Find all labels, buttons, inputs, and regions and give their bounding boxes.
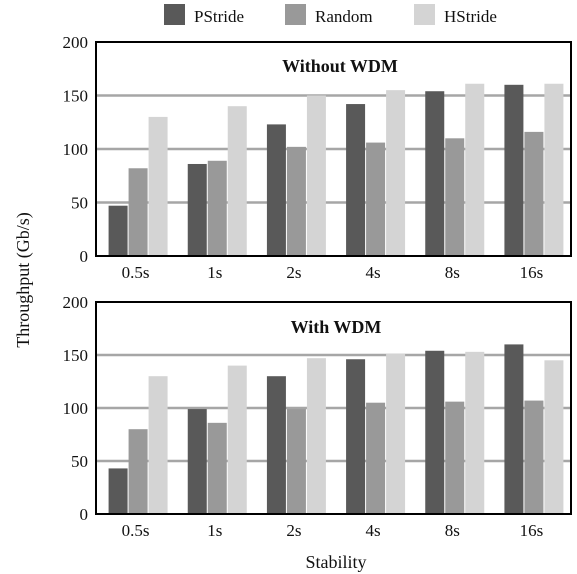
x-tick-label: 0.5s bbox=[122, 521, 150, 540]
x-tick-label: 16s bbox=[520, 263, 544, 282]
panel-title-without-wdm: Without WDM bbox=[282, 56, 398, 76]
bar-random-0_5s bbox=[128, 429, 148, 514]
bar-pstride-2s bbox=[266, 376, 286, 514]
bar-pstride-16s bbox=[504, 344, 524, 514]
bar-hstride-8s bbox=[465, 351, 485, 514]
bar-random-16s bbox=[524, 131, 544, 256]
x-tick-label: 4s bbox=[366, 263, 381, 282]
bar-pstride-4s bbox=[346, 359, 366, 514]
x-tick-label: 16s bbox=[520, 521, 544, 540]
bar-hstride-0_5s bbox=[148, 376, 168, 514]
bar-hstride-4s bbox=[386, 353, 406, 514]
plot-frame bbox=[95, 41, 572, 257]
x-tick-label: 8s bbox=[445, 263, 460, 282]
x-tick-label: 1s bbox=[207, 521, 222, 540]
bar-pstride-8s bbox=[425, 91, 445, 256]
bar-pstride-8s bbox=[425, 350, 445, 514]
bar-pstride-16s bbox=[504, 84, 524, 256]
legend: PStride Random HStride bbox=[164, 4, 497, 26]
bar-hstride-16s bbox=[544, 83, 564, 256]
bar-hstride-4s bbox=[386, 90, 406, 257]
legend-label-pstride: PStride bbox=[194, 7, 244, 26]
legend-label-hstride: HStride bbox=[444, 7, 497, 26]
bar-random-4s bbox=[366, 402, 386, 514]
bar-hstride-1s bbox=[227, 365, 247, 514]
y-tick-label: 50 bbox=[71, 194, 88, 213]
bar-random-2s bbox=[286, 146, 306, 256]
x-tick-label: 2s bbox=[286, 263, 301, 282]
x-tick-label: 2s bbox=[286, 521, 301, 540]
bar-hstride-1s bbox=[227, 106, 247, 256]
x-tick-label: 4s bbox=[366, 521, 381, 540]
bar-pstride-2s bbox=[266, 124, 286, 256]
bar-hstride-16s bbox=[544, 360, 564, 514]
y-tick-label: 150 bbox=[63, 346, 89, 365]
legend-swatch-pstride bbox=[164, 4, 185, 25]
bar-random-8s bbox=[445, 401, 465, 514]
bar-pstride-1s bbox=[187, 163, 207, 256]
panel-with-wdm: With WDM 0.5s 1s 2s 4s 8s 16s 0 50 100 150 200 bbox=[63, 293, 572, 540]
y-tick-label: 200 bbox=[63, 33, 89, 52]
legend-swatch-hstride bbox=[414, 4, 435, 25]
x-tick-label: 1s bbox=[207, 263, 222, 282]
x-tick-label: 8s bbox=[445, 521, 460, 540]
bar-random-1s bbox=[207, 160, 227, 256]
legend-swatch-random bbox=[285, 4, 306, 25]
y-tick-label: 0 bbox=[80, 505, 89, 524]
bar-random-16s bbox=[524, 400, 544, 514]
y-tick-label: 100 bbox=[63, 140, 89, 159]
bar-pstride-1s bbox=[187, 409, 207, 514]
bar-random-1s bbox=[207, 422, 227, 514]
bar-random-2s bbox=[286, 409, 306, 514]
panel-title-with-wdm: With WDM bbox=[291, 317, 382, 337]
y-tick-label: 50 bbox=[71, 452, 88, 471]
legend-label-random: Random bbox=[315, 7, 373, 26]
bar-hstride-8s bbox=[465, 83, 485, 256]
x-tick-label: 0.5s bbox=[122, 263, 150, 282]
y-tick-label: 100 bbox=[63, 399, 89, 418]
y-tick-label: 150 bbox=[63, 87, 89, 106]
bar-hstride-2s bbox=[306, 95, 326, 256]
bar-random-0_5s bbox=[128, 168, 148, 256]
plot-frame bbox=[95, 301, 572, 515]
y-tick-label: 0 bbox=[80, 247, 89, 266]
bar-pstride-0_5s bbox=[108, 468, 128, 514]
y-tick-label: 200 bbox=[63, 293, 89, 312]
bar-random-4s bbox=[366, 142, 386, 256]
bar-random-8s bbox=[445, 138, 465, 256]
bar-hstride-0_5s bbox=[148, 116, 168, 257]
panel-without-wdm: Without WDM 0.5s 1s 2s 4s 8s 16s 0 50 100 150 200 bbox=[63, 33, 572, 282]
y-axis-label: Throughput (Gb/s) bbox=[13, 212, 34, 347]
bar-pstride-0_5s bbox=[108, 205, 128, 256]
bar-hstride-2s bbox=[306, 358, 326, 514]
x-axis-label: Stability bbox=[305, 552, 366, 572]
bar-pstride-4s bbox=[346, 104, 366, 256]
